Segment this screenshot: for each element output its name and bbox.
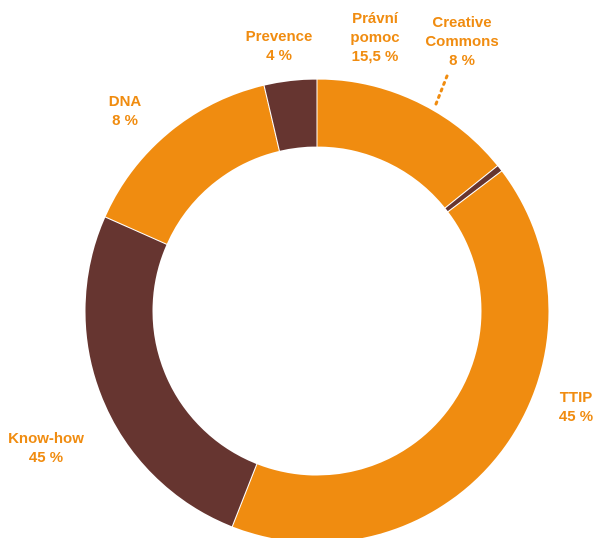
label-line: 4 % — [266, 47, 292, 64]
label-prevence: Prevence 4 % — [246, 28, 313, 64]
label-line: DNA — [109, 93, 142, 110]
label-pravni-pomoc: Právní pomoc 15,5 % — [350, 10, 399, 65]
leader-line-creative-commons — [434, 74, 449, 106]
label-ttip: TTIP 45 % — [559, 389, 593, 425]
label-dna: DNA 8 % — [109, 93, 142, 129]
label-line: TTIP — [560, 389, 593, 406]
label-line: Právní — [352, 10, 399, 27]
label-line: Creative — [432, 14, 491, 31]
label-line: Prevence — [246, 28, 313, 45]
label-line: 8 % — [449, 52, 475, 69]
leader-lines — [434, 74, 449, 106]
label-line: 15,5 % — [352, 48, 399, 65]
label-line: 45 % — [29, 449, 63, 466]
label-line: Know-how — [8, 430, 84, 447]
label-line: 45 % — [559, 408, 593, 425]
slice-labels: Právní pomoc 15,5 % Creative Commons 8 % TTIP 4… — [8, 10, 593, 466]
slice-ttip — [231, 170, 550, 538]
label-know-how: Know-how 45 % — [8, 430, 84, 466]
slice-prevence — [263, 78, 318, 152]
label-line: pomoc — [350, 29, 399, 46]
donut-slices — [84, 78, 550, 538]
slice-know-how — [84, 216, 258, 528]
label-line: 8 % — [112, 112, 138, 129]
label-creative-commons: Creative Commons 8 % — [425, 14, 498, 69]
label-line: Commons — [425, 33, 498, 50]
